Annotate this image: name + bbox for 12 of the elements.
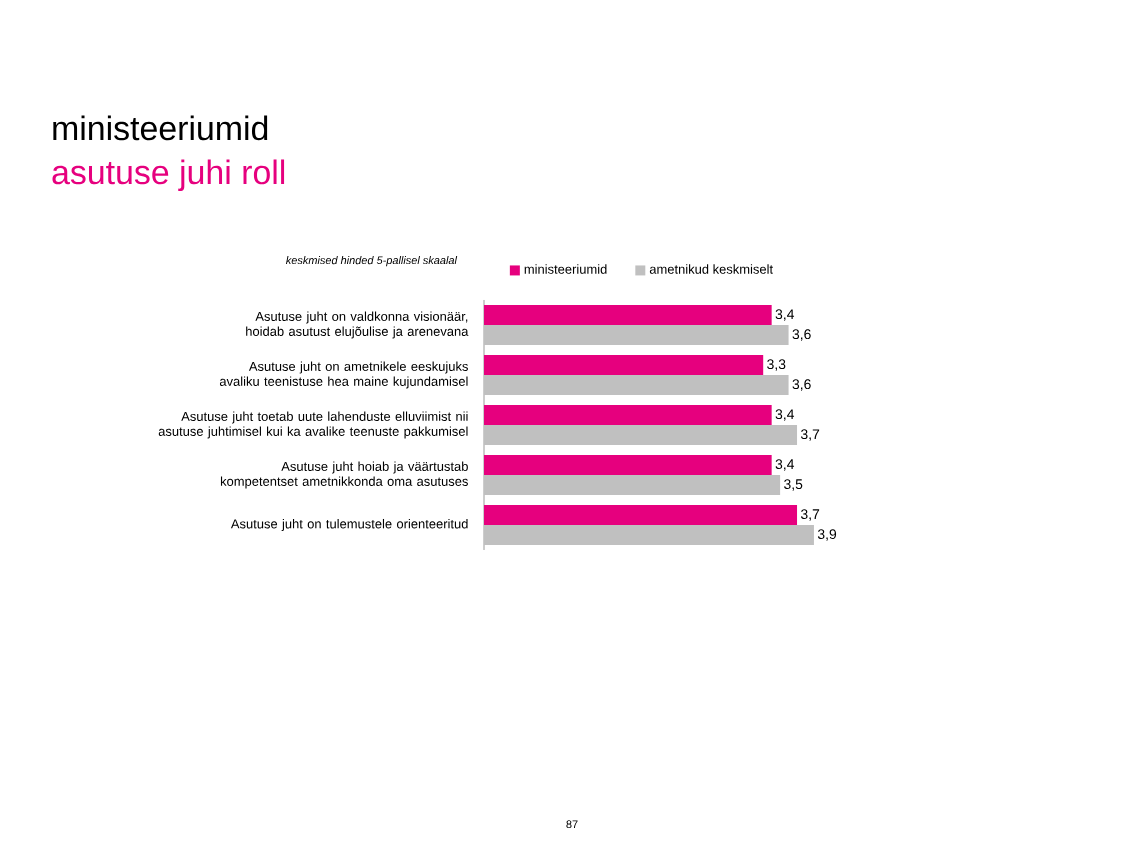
bar bbox=[484, 374, 789, 395]
text: asutuse juhi roll bbox=[52, 159, 285, 192]
bar bbox=[484, 474, 781, 495]
bar bbox=[484, 424, 798, 445]
bar bbox=[484, 304, 772, 325]
bar bbox=[484, 454, 772, 475]
bar bbox=[484, 324, 789, 345]
bar bbox=[484, 354, 764, 375]
bar bbox=[484, 524, 814, 545]
bar bbox=[484, 404, 772, 425]
bar bbox=[484, 504, 798, 525]
text: ministeeriumid bbox=[53, 115, 268, 141]
